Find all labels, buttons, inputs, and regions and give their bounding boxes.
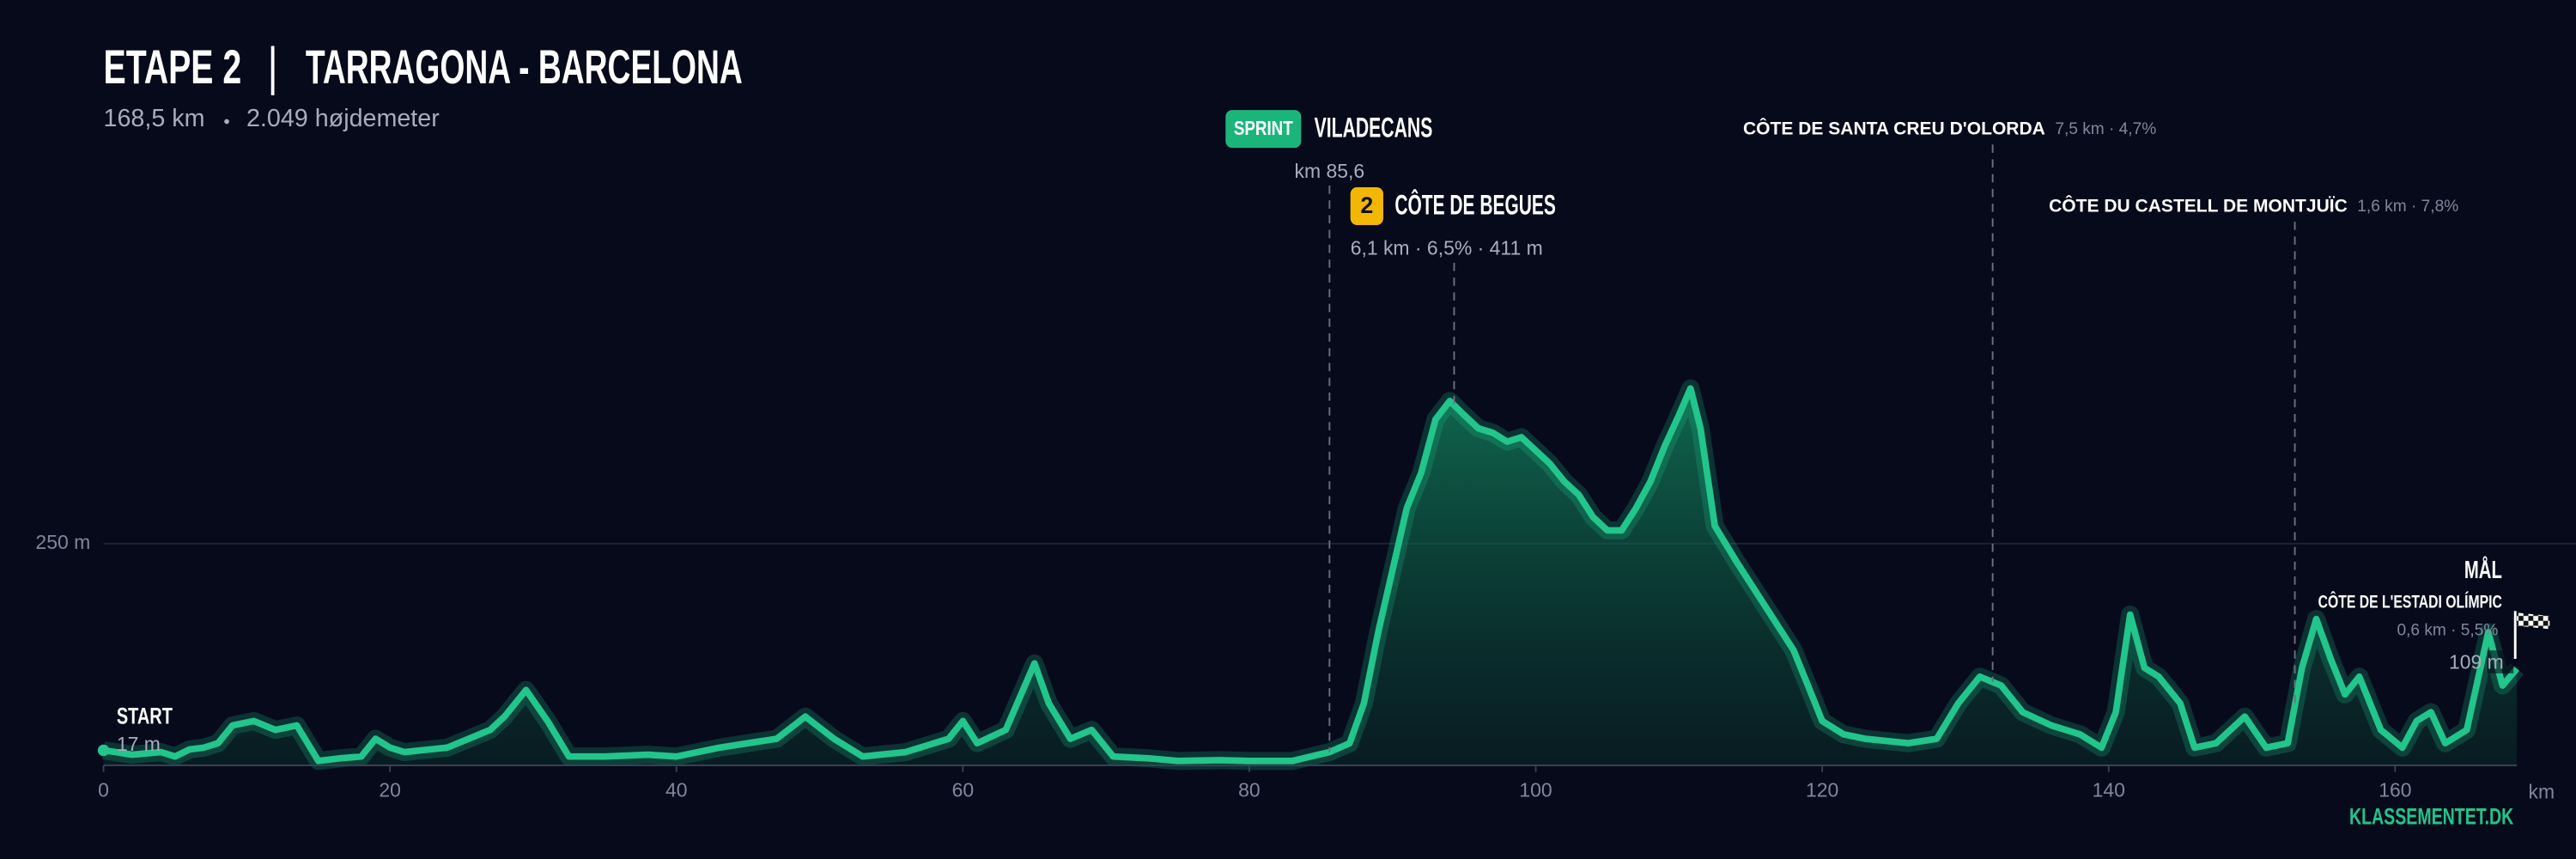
start-elevation: 17 m <box>117 733 161 755</box>
climb-detail: 6,1 km · 6,5% · 411 m <box>1351 237 1543 259</box>
climb-badge <box>1350 186 1383 225</box>
finish-elevation: 109 m <box>2449 651 2504 673</box>
climb-detail: 1,6 km · 7,8% <box>2357 198 2458 216</box>
stage-title: ETAPE 2 <box>104 40 242 94</box>
climb-badge-label: 2 <box>1360 192 1373 218</box>
sprint-detail: km 85,6 <box>1295 160 1365 182</box>
climb-name: CÔTE DE BEGUES <box>1394 188 1556 221</box>
x-unit: km <box>2529 781 2555 803</box>
subtitle-dot <box>224 119 229 125</box>
finish-label: MÅL <box>2464 556 2502 584</box>
climbing: 2.049 højdemeter <box>246 105 440 132</box>
x-tick-label: 160 <box>2379 779 2411 801</box>
flag-bg <box>2487 650 2514 673</box>
sprint-badge-label: SPRINT <box>1234 117 1293 139</box>
x-tick-label: 0 <box>98 779 109 801</box>
x-tick-label: 140 <box>2093 779 2125 801</box>
y-tick-label: 250 m <box>35 531 90 553</box>
climb-name: CÔTE DE SANTA CREU D'OLORDA <box>1743 119 2045 139</box>
x-tick-label: 20 <box>379 779 401 801</box>
climb-name: CÔTE DE L'ESTADI OLÍMPIC <box>2318 591 2502 612</box>
climb-detail: 7,5 km · 4,7% <box>2055 120 2156 138</box>
sprint-name: VILADECANS <box>1315 113 1433 143</box>
x-tick-label: 100 <box>1519 779 1552 801</box>
x-tick-label: 120 <box>1806 779 1838 801</box>
finish-flag <box>2517 612 2550 630</box>
sprint-badge <box>1225 110 1302 149</box>
start-label: START <box>117 704 173 729</box>
distance: 168,5 km <box>104 105 205 132</box>
climb-detail: 0,6 km · 5,5% <box>2397 621 2498 639</box>
route-title: TARRAGONA - BARCELONA <box>306 40 743 94</box>
elevation-line <box>102 385 2520 765</box>
x-tick-label: 80 <box>1238 779 1261 801</box>
x-tick-label: 60 <box>952 779 975 801</box>
brand: KLASSEMENTET.DK <box>2349 803 2514 829</box>
start-dot <box>97 744 110 757</box>
x-tick-label: 40 <box>665 779 688 801</box>
climb-name: CÔTE DU CASTELL DE MONTJUÏC <box>2049 195 2348 216</box>
